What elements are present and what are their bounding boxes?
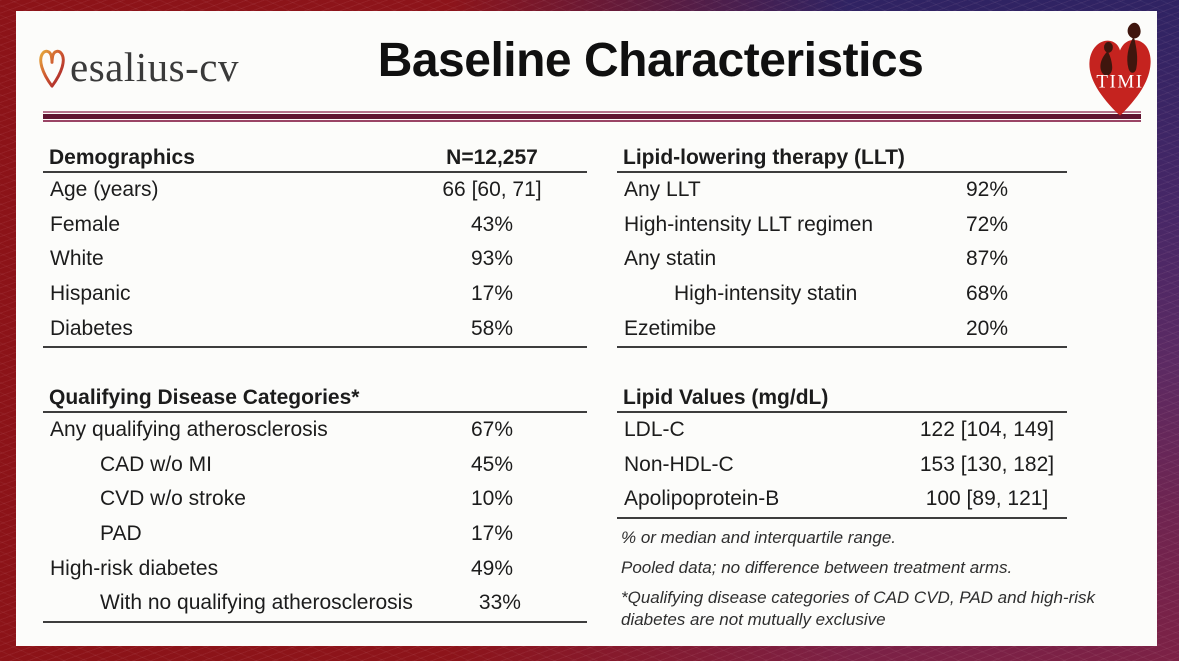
timi-logo-text: TIMI [1096,71,1143,92]
row-value: 17% [470,522,514,546]
table-row: High-intensity LLT regimen 72% [617,208,1067,243]
table-row: Diabetes 58% [43,311,587,346]
row-label: Female [50,212,121,236]
table-lipid-lowering-therapy: Lipid-lowering therapy (LLT) Any LLT 92% H… [617,143,1067,348]
row-label: Any qualifying atherosclerosis [50,418,328,442]
row-value: 87% [965,247,1009,271]
row-value: 58% [470,316,514,340]
table-row: CVD w/o stroke 10% [43,482,587,517]
table-header: Lipid Values (mg/dL) [617,383,1067,413]
table-row: Any statin 87% [617,242,1067,277]
footnotes: % or median and interquartile range. Poo… [621,527,1116,639]
row-value: 43% [470,212,514,236]
row-label: Age (years) [50,178,159,202]
row-value: 122 [104, 149] [919,418,1055,442]
timi-logo: TIMI [1080,21,1160,121]
table-row: High-risk diabetes 49% [43,551,587,586]
table-header-label: Demographics [49,146,195,169]
table-row: Apolipoprotein-B 100 [89, 121] [617,482,1067,517]
row-value: 100 [89, 121] [925,487,1049,511]
row-value: 68% [965,282,1009,306]
row-label: Any statin [624,247,717,271]
row-label: High-intensity LLT regimen [624,212,874,236]
row-label: PAD [100,522,142,546]
row-label: With no qualifying atherosclerosis [100,591,413,615]
row-label: White [50,247,104,271]
table-demographics: Demographics N=12,257 Age (years) 66 [60,… [43,143,587,348]
row-label: LDL-C [624,418,685,442]
table-header: Demographics N=12,257 [43,143,587,173]
header-divider [43,111,1141,122]
table-row: PAD 17% [43,517,587,552]
row-value: 17% [470,282,514,306]
table-row: Female 43% [43,208,587,243]
table-row: White 93% [43,242,587,277]
table-row: LDL-C 122 [104, 149] [617,413,1067,448]
table-header-label: Lipid Values (mg/dL) [623,386,829,409]
row-value: 10% [470,487,514,511]
slide-title: Baseline Characteristics [377,34,924,87]
row-label: Hispanic [50,282,131,306]
slide: esalius-cv Baseline Characteristics TIMI… [16,11,1157,646]
row-value: 20% [965,316,1009,340]
row-label: Non-HDL-C [624,452,734,476]
row-label: Ezetimibe [624,316,717,340]
table-row: Non-HDL-C 153 [130, 182] [617,448,1067,483]
row-label: High-risk diabetes [50,556,219,580]
row-label: CVD w/o stroke [100,487,246,511]
row-value: 72% [965,212,1009,236]
table-row: CAD w/o MI 45% [43,448,587,483]
table-row: High-intensity statin 68% [617,277,1067,312]
row-value: 92% [965,178,1009,202]
table-row: Any LLT 92% [617,173,1067,208]
row-value: 66 [60, 71] [442,178,542,202]
table-row: Any qualifying atherosclerosis 67% [43,413,587,448]
table-header-value: N=12,257 [446,146,538,169]
table-row: With no qualifying atherosclerosis 33% [43,586,587,621]
footnote: % or median and interquartile range. [621,528,896,547]
vesalius-cv-logo: esalius-cv [35,45,239,96]
footnote: *Qualifying disease categories of CAD CV… [621,588,1096,629]
row-value: 67% [470,418,514,442]
table-header: Qualifying Disease Categories* [43,383,587,413]
row-label: Apolipoprotein-B [624,487,780,511]
row-label: CAD w/o MI [100,452,213,476]
table-qualifying-disease-categories: Qualifying Disease Categories* Any quali… [43,383,587,623]
vesalius-logo-text: esalius-cv [70,44,239,90]
row-value: 33% [478,591,521,615]
footnote: Pooled data; no difference between treat… [621,558,1013,577]
row-value: 93% [470,247,514,271]
row-value: 45% [470,452,514,476]
heart-v-icon [35,45,69,96]
table-row: Ezetimibe 20% [617,311,1067,346]
row-label: Any LLT [624,178,701,202]
table-header: Lipid-lowering therapy (LLT) [617,143,1067,173]
row-label: Diabetes [50,316,133,340]
table-row: Hispanic 17% [43,277,587,312]
row-value: 153 [130, 182] [919,452,1055,476]
table-header-label: Qualifying Disease Categories* [49,386,360,409]
row-label: High-intensity statin [674,282,858,306]
table-header-label: Lipid-lowering therapy (LLT) [623,146,905,169]
row-value: 49% [470,556,514,580]
table-lipid-values: Lipid Values (mg/dL) LDL-C 122 [104, 149]… [617,383,1067,519]
table-row: Age (years) 66 [60, 71] [43,173,587,208]
